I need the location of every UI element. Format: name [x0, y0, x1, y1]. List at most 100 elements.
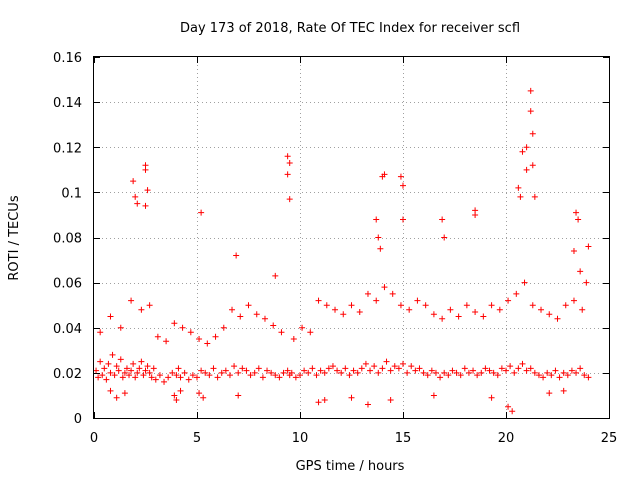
- data-point: [95, 374, 102, 381]
- data-point: [278, 329, 285, 336]
- data-point: [198, 367, 205, 374]
- y-tick-label: 0.12: [53, 141, 82, 156]
- data-point: [128, 367, 135, 374]
- data-point: [97, 358, 104, 365]
- data-point: [494, 372, 501, 379]
- data-point: [115, 367, 122, 374]
- y-tick-label: 0.04: [53, 322, 82, 337]
- data-point: [247, 372, 254, 379]
- data-point: [237, 313, 244, 320]
- data-point: [507, 363, 514, 370]
- data-point: [573, 369, 580, 376]
- data-point: [154, 333, 161, 340]
- data-point: [509, 408, 516, 415]
- data-points: [93, 87, 592, 415]
- data-point: [299, 324, 306, 331]
- data-point: [132, 374, 139, 381]
- data-point: [395, 365, 402, 372]
- data-point: [231, 363, 238, 370]
- data-point: [340, 311, 347, 318]
- data-point: [554, 315, 561, 322]
- data-point: [486, 367, 493, 374]
- data-point: [171, 320, 178, 327]
- data-point: [123, 365, 130, 372]
- data-point: [428, 367, 435, 374]
- data-point: [449, 367, 456, 374]
- data-point: [579, 306, 586, 313]
- y-tick-label: 0.02: [53, 367, 82, 382]
- data-point: [307, 329, 314, 336]
- data-point: [148, 374, 155, 381]
- data-point: [364, 401, 371, 408]
- data-point: [387, 396, 394, 403]
- data-point: [519, 148, 526, 155]
- data-point: [113, 363, 120, 370]
- plot-frame: [93, 56, 610, 419]
- data-point: [268, 369, 275, 376]
- data-point: [453, 369, 460, 376]
- data-point: [338, 369, 345, 376]
- data-point: [292, 374, 299, 381]
- data-point: [505, 297, 512, 304]
- data-point: [562, 302, 569, 309]
- data-point: [229, 306, 236, 313]
- y-tick-label: 0.1: [61, 186, 82, 201]
- data-point: [461, 365, 468, 372]
- data-point: [463, 302, 470, 309]
- data-point: [523, 367, 530, 374]
- data-point: [523, 144, 530, 151]
- data-point: [371, 363, 378, 370]
- data-point: [482, 365, 489, 372]
- data-point: [142, 166, 149, 173]
- data-point: [284, 171, 291, 178]
- data-point: [424, 372, 431, 379]
- data-point: [408, 363, 415, 370]
- data-point: [220, 324, 227, 331]
- data-point: [107, 369, 114, 376]
- chart-title: Day 173 of 2018, Rate Of TEC Index for r…: [180, 21, 520, 36]
- data-point: [272, 372, 279, 379]
- data-point: [560, 369, 567, 376]
- data-point: [259, 374, 266, 381]
- data-point: [309, 365, 316, 372]
- data-point: [329, 363, 336, 370]
- data-point: [138, 306, 145, 313]
- data-point: [367, 367, 374, 374]
- data-point: [101, 365, 108, 372]
- data-point: [517, 193, 524, 200]
- data-point: [573, 209, 580, 216]
- data-point: [348, 394, 355, 401]
- data-point: [286, 160, 293, 167]
- data-point: [117, 356, 124, 363]
- data-point: [472, 308, 479, 315]
- data-point: [321, 369, 328, 376]
- data-point: [165, 374, 172, 381]
- grid-lines: [94, 57, 609, 418]
- data-point: [432, 369, 439, 376]
- data-point: [325, 365, 332, 372]
- data-point: [478, 369, 485, 376]
- y-axis-tick-labels: 0 0.02 0.04 0.06 0.08 0.1 0.12 0.14 0.16: [53, 51, 82, 427]
- data-point: [134, 369, 141, 376]
- data-point: [406, 306, 413, 313]
- data-point: [171, 392, 178, 399]
- data-point: [527, 108, 534, 115]
- data-point: [503, 367, 509, 374]
- x-tick-label: 15: [395, 431, 412, 446]
- data-point: [400, 216, 406, 223]
- data-point: [577, 268, 584, 275]
- data-point: [134, 200, 141, 207]
- data-point: [163, 338, 170, 345]
- data-point: [400, 182, 406, 189]
- data-point: [179, 324, 186, 331]
- data-point: [130, 178, 137, 185]
- data-point: [212, 333, 219, 340]
- data-point: [529, 130, 536, 137]
- data-point: [210, 365, 217, 372]
- data-point: [107, 387, 114, 394]
- data-point: [152, 376, 159, 383]
- data-point: [99, 372, 106, 379]
- data-point: [109, 351, 116, 358]
- data-point: [439, 315, 446, 322]
- data-point: [334, 367, 341, 374]
